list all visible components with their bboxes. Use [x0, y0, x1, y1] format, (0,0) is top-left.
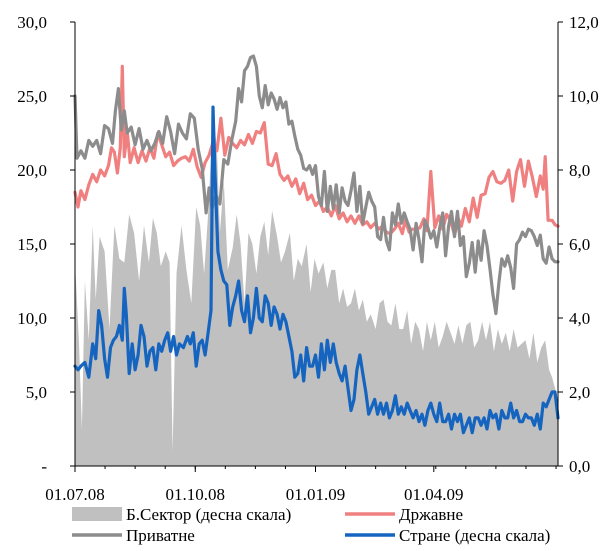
- line-series-strane: [73, 105, 560, 435]
- y-right-tick-label: 8,0: [569, 161, 590, 180]
- y-left-tick-label: 25,0: [17, 87, 47, 106]
- x-tick-label: 01.04.09: [404, 485, 464, 504]
- y-right-tick-label: 2,0: [569, 383, 590, 402]
- y-left-tick-label: 5,0: [26, 383, 47, 402]
- line-series-privatne: [73, 54, 560, 316]
- area-series-b-sector: [75, 114, 558, 466]
- legend-item-strane: Стране (десна скала): [345, 526, 550, 545]
- y-right-tick-label: 6,0: [569, 235, 590, 254]
- axes-layer: - 5,0 10,0 15,0 20,0 25,0 30,0 0,0 2,0 4,0 6,0 8,0 1…: [17, 13, 599, 504]
- x-tick-label: 01.10.08: [166, 485, 226, 504]
- legend-item-privatne: Приватне: [72, 526, 195, 545]
- legend-swatch: [72, 507, 122, 521]
- legend-label: Стране (десна скала): [399, 526, 550, 545]
- line-series-drzavne: [73, 64, 560, 237]
- y-right-tick-label: 4,0: [569, 309, 590, 328]
- legend: Б.Сектор (десна скала) Државне Приватне Стр…: [72, 505, 550, 545]
- y-left-tick-label: 30,0: [17, 13, 47, 32]
- legend-item-drzavne: Државне: [345, 505, 463, 524]
- y-left-tick-label: 10,0: [17, 309, 47, 328]
- x-tick-label: 01.07.08: [45, 485, 105, 504]
- y-right-tick-label: 10,0: [569, 87, 599, 106]
- line-layer: [73, 54, 560, 435]
- y-left-tick-label: 15,0: [17, 235, 47, 254]
- legend-label: Државне: [399, 505, 463, 524]
- y-left-tick-label: 20,0: [17, 161, 47, 180]
- legend-label: Приватне: [126, 526, 195, 545]
- legend-item-b-sector: Б.Сектор (десна скала): [72, 505, 291, 524]
- y-right-tick-label: 0,0: [569, 457, 590, 476]
- y-left-tick-label: -: [41, 457, 47, 476]
- legend-label: Б.Сектор (десна скала): [126, 505, 291, 524]
- y-right-tick-label: 12,0: [569, 13, 599, 32]
- x-tick-label: 01.01.09: [286, 485, 346, 504]
- area-layer: [75, 114, 558, 466]
